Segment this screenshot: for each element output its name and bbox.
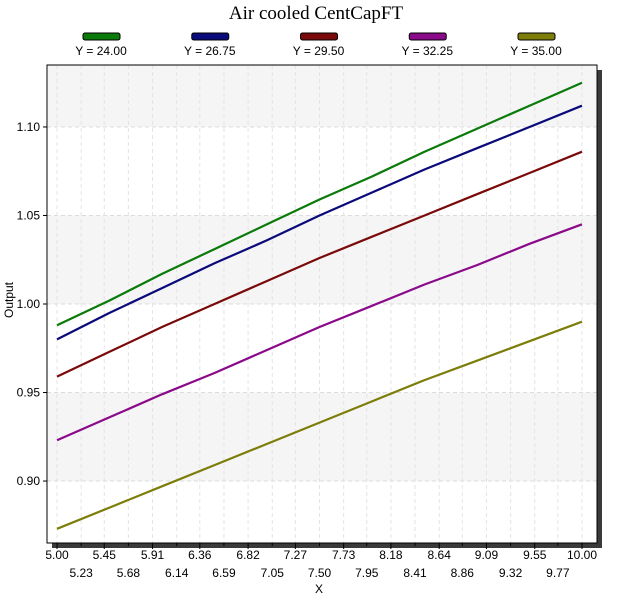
legend: Y = 24.00 Y = 26.75 Y = 29.50 Y = 32.25 Y = … bbox=[75, 32, 562, 58]
legend-label: Y = 29.50 bbox=[293, 44, 345, 58]
x-tick-label: 10.00 bbox=[567, 548, 597, 562]
x-tick-label: 8.18 bbox=[379, 548, 403, 562]
series-line-5 bbox=[56, 320, 583, 530]
x-tick-label: 9.55 bbox=[523, 548, 547, 562]
plot-bands bbox=[48, 65, 596, 482]
legend-swatch bbox=[82, 32, 121, 41]
x-tick-label: 7.27 bbox=[284, 548, 308, 562]
y-axis-label: Output bbox=[2, 281, 16, 318]
y-tick-label: 1.00 bbox=[17, 297, 41, 311]
x-axis-label: X bbox=[315, 582, 323, 596]
x-tick-label: 9.77 bbox=[546, 566, 570, 580]
y-tick-label: 0.95 bbox=[17, 386, 41, 400]
x-tick-label: 7.50 bbox=[308, 566, 332, 580]
y-tick-label: 1.05 bbox=[17, 208, 41, 222]
x-tick-label: 6.36 bbox=[188, 548, 212, 562]
legend-label: Y = 24.00 bbox=[75, 44, 127, 58]
x-tick-label: 6.14 bbox=[165, 566, 189, 580]
chart-title: Air cooled CentCapFT bbox=[229, 3, 404, 24]
legend-label: Y = 26.75 bbox=[184, 44, 236, 58]
legend-label: Y = 32.25 bbox=[402, 44, 454, 58]
x-axis: 5.00 5.45 5.91 6.36 6.82 7.27 7.73 8.18 8.64 9.09… bbox=[45, 543, 597, 580]
x-tick-label: 9.32 bbox=[499, 566, 523, 580]
y-axis: 0.90 0.95 1.00 1.05 1.10 bbox=[17, 120, 47, 488]
series-line-3 bbox=[56, 150, 583, 378]
legend-swatch bbox=[300, 32, 338, 41]
x-tick-label: 5.68 bbox=[117, 566, 141, 580]
x-tick-label: 7.73 bbox=[332, 548, 356, 562]
legend-swatch bbox=[191, 32, 230, 41]
y-tick-label: 1.10 bbox=[17, 120, 41, 134]
x-tick-label: 6.82 bbox=[236, 548, 260, 562]
series-line-1 bbox=[56, 81, 583, 327]
x-tick-label: 9.09 bbox=[475, 548, 499, 562]
y-tick-label: 0.90 bbox=[17, 474, 41, 488]
plot-band bbox=[48, 215, 596, 304]
x-tick-label: 8.41 bbox=[403, 566, 427, 580]
legend-swatch bbox=[517, 32, 556, 41]
series-lines bbox=[56, 81, 583, 530]
plot-band bbox=[48, 65, 596, 127]
plot-band bbox=[48, 392, 596, 482]
x-tick-label: 5.23 bbox=[69, 566, 93, 580]
series-line-4 bbox=[56, 223, 583, 442]
x-tick-label: 5.00 bbox=[45, 548, 69, 562]
series-line-2 bbox=[56, 104, 583, 341]
x-tick-label: 5.45 bbox=[93, 548, 117, 562]
x-tick-label: 6.59 bbox=[212, 566, 236, 580]
x-tick-label: 5.91 bbox=[141, 548, 165, 562]
x-tick-label: 7.05 bbox=[261, 566, 285, 580]
x-tick-label: 8.64 bbox=[428, 548, 452, 562]
x-tick-label: 7.95 bbox=[355, 566, 379, 580]
legend-label: Y = 35.00 bbox=[510, 44, 562, 58]
x-tick-label: 8.86 bbox=[451, 566, 475, 580]
legend-swatch bbox=[408, 32, 447, 41]
